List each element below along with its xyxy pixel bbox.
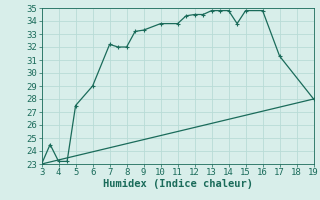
X-axis label: Humidex (Indice chaleur): Humidex (Indice chaleur)	[103, 179, 252, 189]
